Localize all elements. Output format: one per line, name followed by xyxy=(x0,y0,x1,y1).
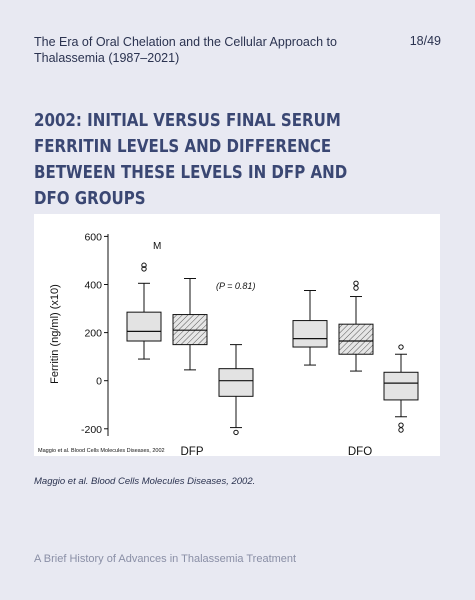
footer-text: A Brief History of Advances in Thalassem… xyxy=(34,553,297,565)
box-dfp-difference-iqr-box xyxy=(218,368,254,397)
box-dfo-final-iqr-box xyxy=(338,323,374,355)
box-dfo-difference-outlier xyxy=(398,344,404,350)
p-value-annotation: (P = 0.81) xyxy=(216,281,255,291)
y-tick-label: 200 xyxy=(84,328,102,340)
figure-caption: Maggio et al. Blood Cells Molecules Dise… xyxy=(34,476,256,487)
y-tick-label: 0 xyxy=(96,376,102,388)
y-tick-label: 600 xyxy=(84,231,102,243)
ferritin-boxplot-figure: Ferritin (ng/ml) (x10) M (P = 0.81) Magg… xyxy=(34,214,440,456)
group-label-dfp: DFP xyxy=(181,446,204,456)
page-number: 18/49 xyxy=(409,34,441,48)
slide-title: 2002: Initial versus final serum ferriti… xyxy=(34,111,348,209)
box-dfp-initial-outlier xyxy=(141,266,147,272)
source-note: Maggio et al. Blood Cells Molecules Dise… xyxy=(38,448,165,454)
panel-label: M xyxy=(153,241,161,252)
box-dfp-initial-iqr-box xyxy=(126,311,162,342)
box-dfp-final-iqr-box xyxy=(172,314,208,346)
y-axis-label: Ferritin (ng/ml) (x10) xyxy=(49,284,61,384)
y-tick-label: 400 xyxy=(84,280,102,292)
box-dfo-difference-outlier xyxy=(398,427,404,433)
box-dfo-final-outlier xyxy=(353,280,359,286)
ferritin-boxplot-chart: Ferritin (ng/ml) (x10) M (P = 0.81) Magg… xyxy=(38,231,419,456)
y-tick-label: -200 xyxy=(81,424,102,436)
box-dfo-difference-iqr-box xyxy=(383,371,419,401)
box-dfp-initial-outlier xyxy=(141,262,147,268)
box-dfo-difference-outlier xyxy=(398,422,404,428)
presentation-title: The Era of Oral Chelation and the Cellul… xyxy=(34,35,337,65)
box-dfo-initial-iqr-box xyxy=(292,320,328,348)
box-dfo-final-outlier xyxy=(353,285,359,291)
group-label-dfo: DFO xyxy=(348,446,372,456)
box-dfp-difference-outlier xyxy=(233,429,239,436)
